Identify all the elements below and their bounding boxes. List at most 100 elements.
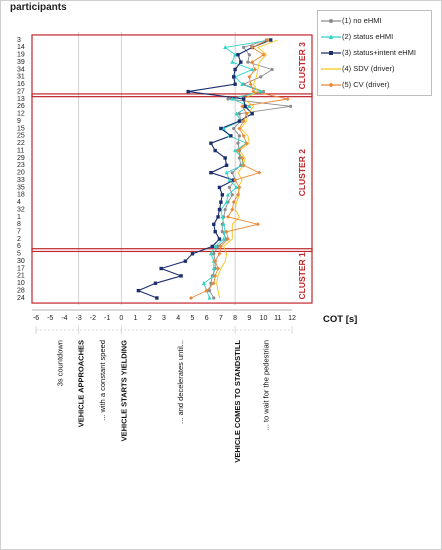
data-point <box>212 252 216 256</box>
x-tick-label: -6 <box>33 315 39 322</box>
x-tick-label: 7 <box>219 315 223 322</box>
data-point <box>213 148 217 153</box>
data-point <box>189 296 194 300</box>
data-point <box>230 193 234 197</box>
data-point <box>257 170 262 175</box>
data-point <box>190 252 195 256</box>
data-point <box>240 155 245 160</box>
data-point <box>241 163 246 168</box>
y-tick-label: 6 <box>17 243 21 250</box>
y-tick-label: 32 <box>17 206 25 213</box>
legend-swatch <box>321 19 341 23</box>
data-point <box>223 207 227 212</box>
legend-label: (5) CV (driver) <box>342 80 390 89</box>
data-point <box>236 141 240 145</box>
data-point <box>224 229 229 234</box>
legend-entry: (2) status eHMI <box>318 30 431 44</box>
data-point <box>179 274 183 278</box>
y-tick-label: 18 <box>17 192 25 199</box>
data-point <box>237 156 241 160</box>
x-tick-label: 1 <box>134 315 138 322</box>
data-point <box>217 237 222 241</box>
data-point <box>288 104 293 108</box>
data-point <box>226 97 230 101</box>
y-tick-label: 21 <box>17 273 25 280</box>
data-point <box>223 156 227 160</box>
y-tick-label: 17 <box>17 265 25 272</box>
y-tick-label: 24 <box>17 295 25 302</box>
y-tick-label: 16 <box>17 81 25 88</box>
data-point <box>232 126 236 131</box>
data-point <box>261 90 266 94</box>
data-point <box>183 259 188 263</box>
data-point <box>213 229 217 234</box>
data-point <box>259 75 263 79</box>
data-point <box>261 52 266 57</box>
y-tick-label: 7 <box>17 229 21 236</box>
cluster-label: CLUSTER 3 <box>297 42 307 90</box>
x-tick-label: -4 <box>61 315 67 322</box>
data-point <box>223 45 228 49</box>
data-point <box>221 126 226 131</box>
data-point <box>247 53 251 57</box>
data-point <box>213 259 218 264</box>
data-point <box>240 104 245 109</box>
legend-entry: (1) no eHMI <box>318 14 431 28</box>
data-point <box>235 148 240 153</box>
data-point <box>241 97 246 101</box>
y-tick-label: 3 <box>17 37 21 44</box>
y-tick-label: 20 <box>17 170 25 177</box>
data-point <box>250 67 255 72</box>
phase-label: VEHICLE STARTS YIELDING <box>119 340 128 442</box>
data-point <box>224 163 229 168</box>
data-point <box>235 192 240 197</box>
data-point <box>230 96 235 101</box>
x-tick-label: -3 <box>76 315 82 322</box>
legend-label: (1) no eHMI <box>342 16 382 25</box>
y-tick-label: 39 <box>17 59 25 66</box>
x-tick-label: 11 <box>274 315 281 322</box>
data-point <box>226 214 230 219</box>
legend-swatch <box>321 51 341 55</box>
data-point <box>234 111 239 116</box>
data-point <box>216 244 220 248</box>
data-point <box>253 67 258 72</box>
data-point <box>230 207 235 212</box>
data-point <box>210 244 215 249</box>
y-tick-label: 26 <box>17 103 25 110</box>
cluster-box <box>31 248 313 304</box>
cluster-box <box>31 34 313 98</box>
data-point <box>216 215 220 219</box>
data-point <box>285 96 290 101</box>
data-point <box>212 222 216 226</box>
legend-label: (2) status eHMI <box>342 32 394 41</box>
data-point <box>224 199 229 204</box>
x-tick-label: 2 <box>148 315 152 322</box>
y-tick-label: 12 <box>17 111 25 118</box>
series-line <box>216 39 278 299</box>
y-tick-label: 19 <box>17 52 25 59</box>
data-point <box>231 75 236 79</box>
data-point <box>216 266 221 271</box>
data-point <box>207 289 212 293</box>
y-tick-label: 8 <box>17 221 21 228</box>
data-point <box>159 266 163 271</box>
y-tick-label: 1 <box>17 214 21 221</box>
data-point <box>239 60 243 64</box>
legend: (1) no eHMI (2) status eHMI (3) status+int… <box>317 10 432 96</box>
legend-swatch <box>321 34 341 39</box>
data-point <box>227 177 232 182</box>
data-point <box>229 134 233 138</box>
y-tick-label: 4 <box>17 199 21 206</box>
y-tick-label: 25 <box>17 133 25 140</box>
x-tick-label: 12 <box>288 315 296 322</box>
data-point <box>226 237 230 242</box>
data-point <box>250 45 255 50</box>
y-tick-label: 31 <box>17 74 25 81</box>
x-tick-label: 9 <box>247 315 251 322</box>
legend-label: (3) status+intent eHMI <box>342 48 416 57</box>
data-point <box>237 126 242 131</box>
data-point <box>246 60 250 64</box>
chart-title: participants <box>10 2 67 13</box>
y-tick-label: 5 <box>17 251 21 258</box>
